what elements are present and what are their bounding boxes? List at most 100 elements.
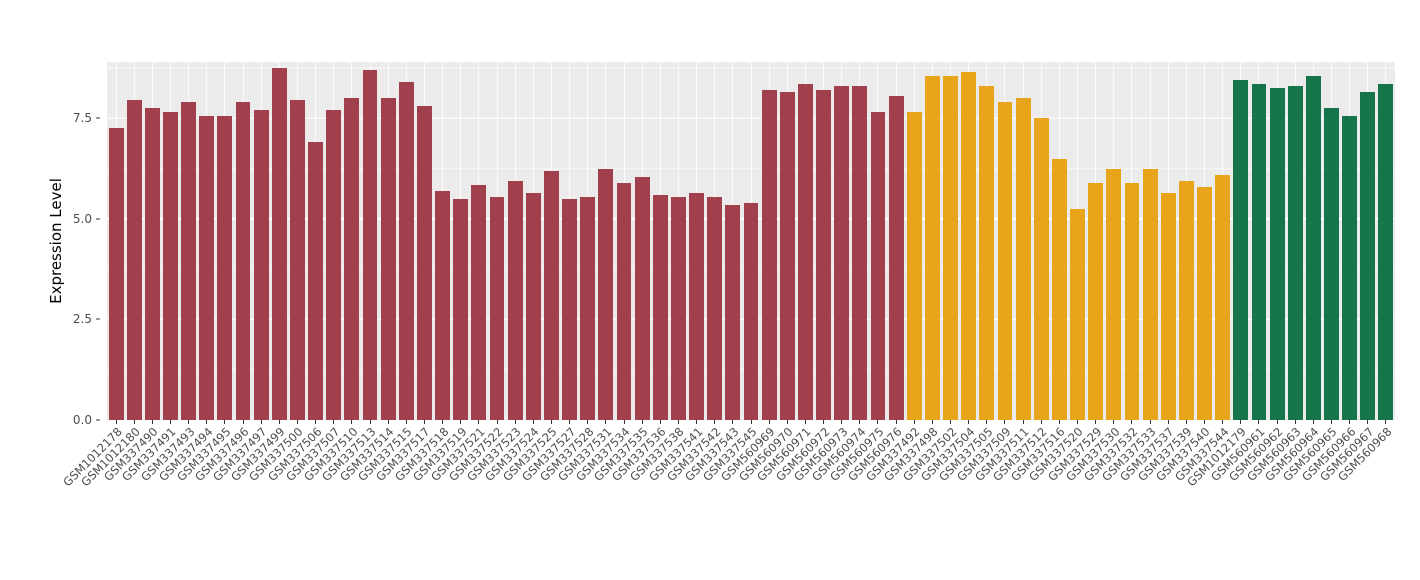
bar-GSM337512 (1033, 118, 1049, 420)
x-axis-labels: GSM1012178 GSM1012180 GSM337490 GSM337491 GS… (60, 425, 1395, 566)
y-tickmark (96, 117, 100, 119)
bar-GSM337509 (997, 102, 1013, 420)
y-tick-label: 2.5 (72, 312, 92, 327)
bar-GSM560962 (1269, 88, 1285, 420)
bar-GSM337506 (308, 142, 324, 420)
x-tickmark (260, 420, 262, 424)
x-tickmark (1367, 420, 1369, 424)
bar-GSM560974 (852, 86, 868, 420)
bar-GSM560970 (779, 92, 795, 420)
x-tickmark (278, 420, 280, 424)
x-tickmark (1185, 420, 1187, 424)
x-tickmark (986, 420, 988, 424)
x-tickmark (696, 420, 698, 424)
bar-GSM337495 (217, 116, 233, 420)
bar-GSM337528 (580, 196, 596, 420)
bar-GSM560961 (1251, 84, 1267, 420)
x-tickmark (478, 420, 480, 424)
bar-GSM337541 (689, 192, 704, 420)
bar-GSM560972 (816, 90, 831, 420)
x-tickmark (1077, 420, 1079, 424)
bar-GSM337529 (1088, 182, 1104, 420)
y-axis-ticks: 0.0 2.5 5.0 7.5 (0, 62, 100, 426)
x-tickmark (206, 420, 208, 424)
x-tickmark (1113, 420, 1115, 424)
bar-GSM337539 (1178, 180, 1194, 420)
y-tickmark (96, 419, 100, 421)
x-tickmark (1204, 420, 1206, 424)
x-tickmark (442, 420, 444, 424)
x-tickmark (895, 420, 897, 424)
plot-panel (107, 62, 1395, 421)
x-tickmark (224, 420, 226, 424)
x-tickmark (677, 420, 679, 424)
x-tickmark (460, 420, 462, 424)
x-tickmark (1149, 420, 1151, 424)
x-tickmark (1222, 420, 1224, 424)
bar-GSM337491 (163, 112, 178, 420)
bar-GSM337496 (235, 102, 251, 420)
x-tickmark (1240, 420, 1242, 424)
x-tickmark (333, 420, 335, 424)
bar-GSM337537 (1160, 192, 1176, 420)
x-tickmark (1331, 420, 1332, 424)
bar-GSM337517 (417, 106, 432, 420)
bar-GSM337499 (271, 68, 287, 420)
x-tickmark (1349, 420, 1351, 424)
bar-GSM1012180 (126, 100, 142, 420)
x-tickmark (115, 420, 117, 424)
x-tickmark (296, 420, 298, 424)
bar-GSM560965 (1324, 108, 1339, 420)
bar-GSM560963 (1287, 86, 1303, 420)
x-tickmark (514, 420, 516, 424)
x-tickmark (1312, 420, 1314, 424)
bar-GSM560976 (888, 96, 904, 420)
x-tickmark (641, 420, 643, 424)
bar-GSM337523 (507, 180, 523, 420)
x-tickmark (587, 420, 589, 424)
bar-GSM337510 (344, 98, 360, 420)
bar-GSM337533 (1142, 168, 1158, 420)
bar-GSM337513 (362, 70, 378, 420)
x-tickmark (387, 420, 389, 424)
bar-GSM337540 (1197, 186, 1212, 420)
bar-GSM560964 (1305, 76, 1321, 420)
bar-GSM337522 (489, 196, 505, 420)
x-tickmark (550, 420, 552, 424)
x-tickmark (913, 420, 915, 424)
bar-GSM337516 (1051, 158, 1067, 420)
x-tickmark (1058, 420, 1060, 424)
bar-GSM560971 (797, 84, 813, 420)
y-tick-label: 0.0 (72, 413, 92, 427)
x-tickmark (714, 420, 716, 424)
x-tickmark (169, 420, 171, 424)
bar-GSM337497 (253, 110, 269, 420)
x-tickmark (1258, 420, 1260, 424)
x-tickmark (1004, 420, 1006, 424)
x-tickmark (188, 420, 190, 424)
bar-GSM337498 (924, 76, 940, 420)
bar-GSM1012178 (108, 128, 124, 420)
x-tickmark (242, 420, 244, 424)
bar-GSM337530 (1106, 168, 1122, 420)
bar-GSM337531 (598, 168, 614, 420)
y-tick-label: 7.5 (72, 111, 92, 126)
bar-GSM337525 (544, 170, 559, 420)
x-axis-tickmarks (107, 420, 1395, 424)
bar-GSM337534 (616, 182, 632, 420)
bar-GSM337532 (1124, 182, 1140, 420)
y-tickmark (96, 318, 100, 320)
x-tickmark (1294, 420, 1296, 424)
x-tickmark (732, 420, 734, 424)
bar-GSM337507 (326, 110, 342, 420)
x-tickmark (659, 420, 661, 424)
bar-GSM337500 (290, 100, 305, 420)
x-tickmark (569, 420, 571, 424)
x-tickmark (532, 420, 534, 424)
x-tickmark (931, 420, 933, 424)
x-tickmark (841, 420, 843, 424)
bar-GSM337536 (652, 194, 668, 420)
x-tickmark (823, 420, 825, 424)
x-tickmark (1040, 420, 1042, 424)
x-tickmark (315, 420, 317, 424)
